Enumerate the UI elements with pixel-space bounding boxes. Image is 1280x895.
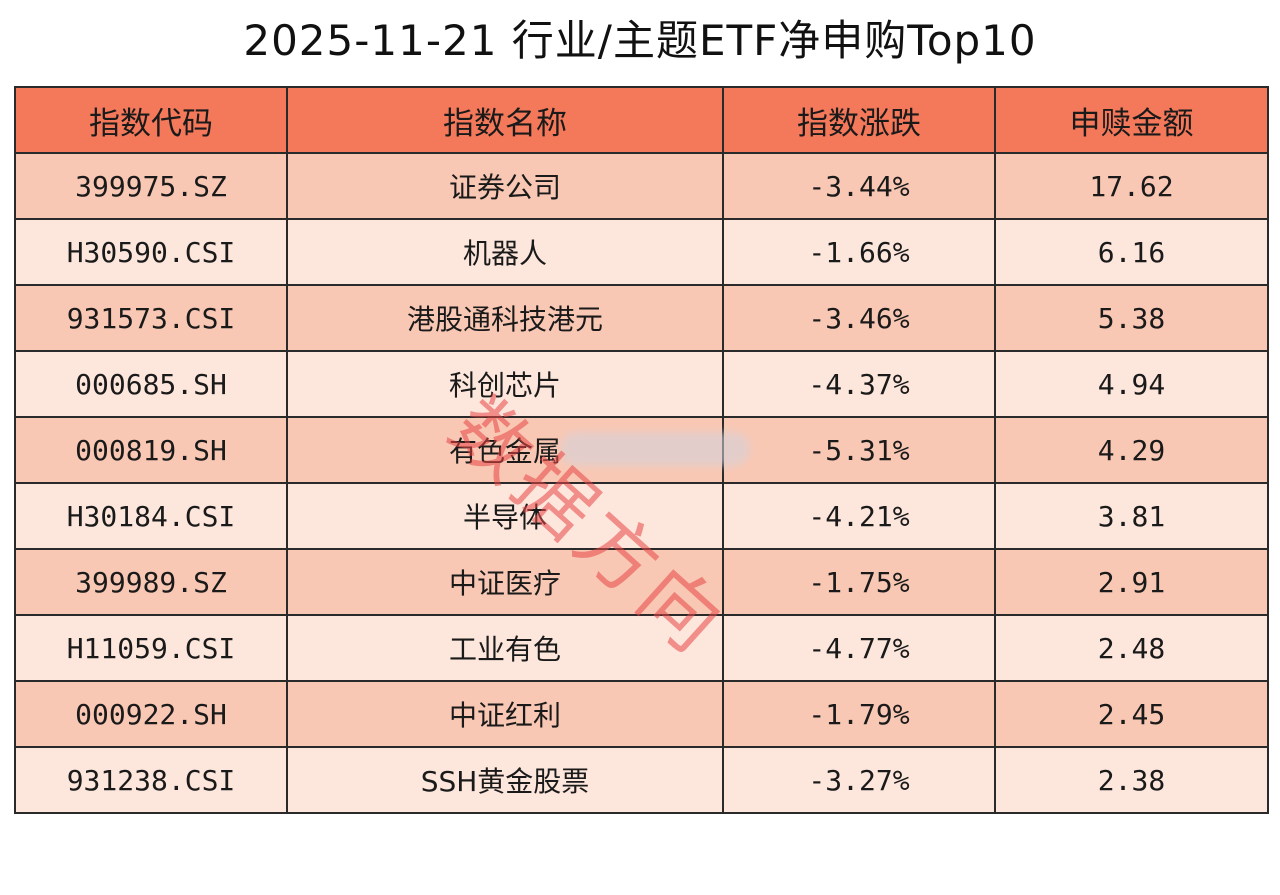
table-row: 000922.SH 中证红利 -1.79% 2.45	[14, 680, 1269, 748]
cell-name: 科创芯片	[286, 350, 724, 418]
cell-name: 中证红利	[286, 680, 724, 748]
cell-name: 中证医疗	[286, 548, 724, 616]
etf-table: 指数代码 指数名称 指数涨跌 申赎金额 399975.SZ 证券公司 -3.44% 1…	[14, 86, 1269, 814]
cell-amount: 2.45	[994, 680, 1269, 748]
cell-code: H30184.CSI	[14, 482, 288, 550]
table-body: 399975.SZ 证券公司 -3.44% 17.62 H30590.CSI 机器人 -1.…	[14, 152, 1269, 814]
cell-name: 证券公司	[286, 152, 724, 220]
table-row: 399989.SZ 中证医疗 -1.75% 2.91	[14, 548, 1269, 616]
cell-code: 931573.CSI	[14, 284, 288, 352]
cell-name: 半导体	[286, 482, 724, 550]
column-header-name: 指数名称	[286, 86, 724, 154]
cell-amount: 4.29	[994, 416, 1269, 484]
cell-name: 机器人	[286, 218, 724, 286]
cell-amount: 2.91	[994, 548, 1269, 616]
table-row: 399975.SZ 证券公司 -3.44% 17.62	[14, 152, 1269, 220]
cell-amount: 2.38	[994, 746, 1269, 814]
column-header-change: 指数涨跌	[722, 86, 996, 154]
cell-change: -3.27%	[722, 746, 996, 814]
table-row: 931573.CSI 港股通科技港元 -3.46% 5.38	[14, 284, 1269, 352]
cell-change: -5.31%	[722, 416, 996, 484]
cell-code: H30590.CSI	[14, 218, 288, 286]
cell-amount: 2.48	[994, 614, 1269, 682]
cell-change: -4.21%	[722, 482, 996, 550]
cell-code: 000922.SH	[14, 680, 288, 748]
cell-code: H11059.CSI	[14, 614, 288, 682]
cell-code: 931238.CSI	[14, 746, 288, 814]
cell-change: -1.75%	[722, 548, 996, 616]
column-header-code: 指数代码	[14, 86, 288, 154]
table-row: H30590.CSI 机器人 -1.66% 6.16	[14, 218, 1269, 286]
table-row: 000819.SH 有色金属 -5.31% 4.29	[14, 416, 1269, 484]
cell-amount: 3.81	[994, 482, 1269, 550]
cell-code: 399989.SZ	[14, 548, 288, 616]
cell-change: -4.77%	[722, 614, 996, 682]
cell-change: -1.66%	[722, 218, 996, 286]
cell-change: -3.46%	[722, 284, 996, 352]
chart-title: 2025-11-21 行业/主题ETF净申购Top10	[243, 16, 1037, 65]
cell-name: 港股通科技港元	[286, 284, 724, 352]
cell-amount: 4.94	[994, 350, 1269, 418]
table-header-row: 指数代码 指数名称 指数涨跌 申赎金额	[14, 86, 1269, 154]
cell-code: 000685.SH	[14, 350, 288, 418]
cell-amount: 17.62	[994, 152, 1269, 220]
cell-name: 有色金属	[286, 416, 724, 484]
table-row: H30184.CSI 半导体 -4.21% 3.81	[14, 482, 1269, 550]
cell-name: SSH黄金股票	[286, 746, 724, 814]
cell-code: 000819.SH	[14, 416, 288, 484]
cell-change: -4.37%	[722, 350, 996, 418]
table-row: H11059.CSI 工业有色 -4.77% 2.48	[14, 614, 1269, 682]
cell-change: -1.79%	[722, 680, 996, 748]
cell-amount: 6.16	[994, 218, 1269, 286]
cell-change: -3.44%	[722, 152, 996, 220]
cell-code: 399975.SZ	[14, 152, 288, 220]
cell-name: 工业有色	[286, 614, 724, 682]
table-row: 000685.SH 科创芯片 -4.37% 4.94	[14, 350, 1269, 418]
cell-amount: 5.38	[994, 284, 1269, 352]
table-row: 931238.CSI SSH黄金股票 -3.27% 2.38	[14, 746, 1269, 814]
column-header-amount: 申赎金额	[994, 86, 1269, 154]
